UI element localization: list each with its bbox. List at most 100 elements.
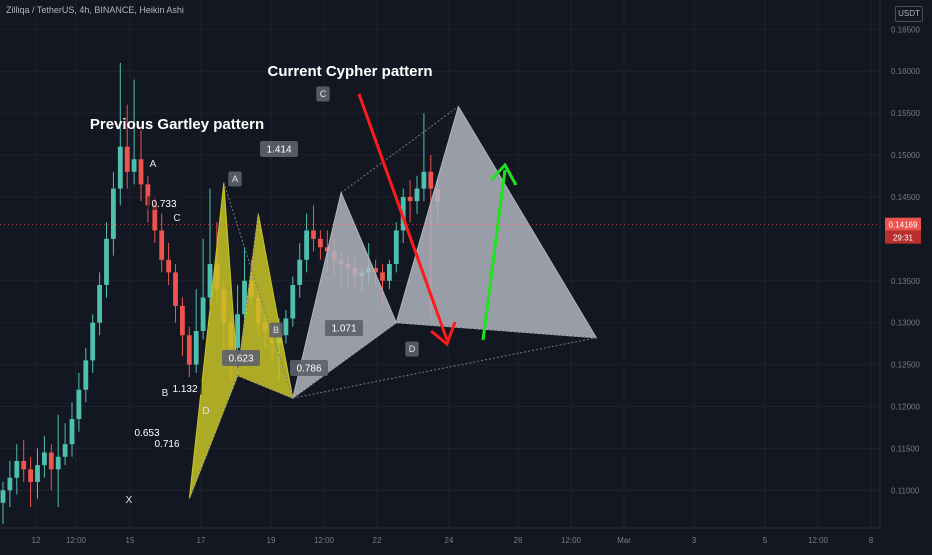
last-price-text: 0.14169 [889, 221, 918, 230]
time-tick-label: Mar [617, 536, 631, 545]
candle-body [55, 456, 61, 470]
candle-body [207, 264, 213, 298]
time-tick-label: 12:00 [314, 536, 335, 545]
candle-body [97, 284, 102, 323]
candle-body [48, 452, 54, 470]
cypher-title: Current Cypher pattern [267, 63, 432, 80]
price-tick-label: 0.11000 [891, 486, 920, 495]
candle-body [283, 318, 289, 336]
candle-body [297, 259, 303, 285]
candle-body [407, 196, 413, 202]
cypher-point-C: C [316, 86, 330, 102]
candle-body [28, 469, 33, 482]
time-axis: 12 12:00 15 17 19 12:00 22 24 26 12:00 Mar 3 5 12:00 8 [0, 527, 880, 545]
candle-body [35, 465, 40, 482]
price-tick-label: 0.14500 [891, 193, 920, 202]
candle-body [311, 230, 316, 239]
cypher-ratio-label: 0.623 [222, 350, 260, 366]
pattern-triangle-bcd [395, 105, 598, 339]
time-tick-label: 12:00 [808, 536, 829, 545]
ratio-line [396, 322, 597, 339]
sell-arrow-head [430, 321, 457, 347]
price-tick-label: 0.12500 [891, 361, 920, 370]
ratio-text: 1.132 [172, 384, 197, 395]
candle-body [21, 460, 27, 470]
currency-button[interactable]: USDT [895, 6, 923, 22]
ratio-box [130, 425, 164, 439]
pattern-triangle-xab [188, 182, 239, 499]
ratio-line [292, 337, 597, 399]
candle-body [166, 259, 171, 273]
ratio-line [237, 375, 293, 399]
cypher-ratio-label-text: 1.071 [331, 324, 356, 335]
ratio-text: 0.653 [134, 428, 159, 439]
candle-body [0, 490, 6, 503]
candle-body [138, 159, 144, 185]
candle-body [421, 171, 427, 189]
candle-body [7, 477, 13, 491]
cypher-ratio-label-box [260, 141, 298, 157]
gartley-pattern [188, 182, 294, 499]
candle-body [152, 205, 158, 231]
time-tick-label: 5 [763, 536, 768, 545]
candle-body [318, 238, 323, 248]
candle-body [90, 322, 96, 361]
candle-body [124, 146, 130, 172]
cypher-point-C-box [316, 86, 330, 102]
cypher-ratio-label-text: 0.786 [296, 364, 321, 375]
gartley-title: Previous Gartley pattern [90, 116, 264, 133]
candle-body [200, 297, 206, 332]
price-tick-label: 0.13500 [891, 277, 920, 286]
cypher-ratio-label: 1.071 [325, 320, 363, 336]
candle-body [393, 230, 399, 264]
candle-body [42, 452, 47, 466]
time-tick-label: 3 [692, 536, 697, 545]
gartley-ratio-label: 1.132 [168, 381, 202, 395]
gartley-point-A: A [150, 159, 157, 170]
gartley-ratio-label: 0.716 [150, 436, 184, 450]
buy-arrow-head [489, 162, 518, 186]
cypher-point-B-box [269, 322, 283, 338]
time-tick-label: 8 [869, 536, 874, 545]
gartley-point-D: D [202, 406, 209, 417]
candle-body [173, 272, 178, 306]
price-tick-label: 0.16500 [891, 25, 920, 34]
ratio-line [292, 322, 397, 399]
symbol-header: Zilliqa / TetherUS, 4h, BINANCE, Heikin … [6, 5, 184, 15]
cypher-ratio-label-text: 0.623 [228, 354, 253, 365]
price-tick-label: 0.15500 [891, 109, 920, 118]
gartley-point-X: X [126, 495, 133, 506]
candle-body [290, 284, 296, 319]
time-tick-label: 12:00 [66, 536, 87, 545]
cypher-point-D-box [405, 341, 419, 357]
last-price-box [885, 217, 921, 231]
arrows-layer [357, 93, 518, 347]
time-tick-label: 24 [445, 536, 454, 545]
time-tick-label: 12 [32, 536, 41, 545]
cypher-point-D-text: D [409, 344, 416, 354]
cypher-point-B-text: B [273, 325, 279, 335]
cypher-ratio-label: 1.414 [260, 141, 298, 157]
gartley-point-C: C [173, 213, 180, 224]
candle-body [159, 230, 165, 260]
candle-body [180, 305, 185, 336]
cypher-point-A-box [228, 171, 242, 187]
ratio-box [168, 381, 202, 395]
ratio-line [340, 106, 459, 194]
last-price-tag: 0.14169 29:31 [885, 217, 921, 244]
gartley-ratio-label: 0.653 [130, 425, 164, 439]
cypher-ratio-label-box [290, 360, 328, 376]
candle-body [193, 331, 199, 365]
candle-body [235, 314, 240, 348]
price-axis: 0.16500 0.16000 0.15500 0.15000 0.14500 0.135… [0, 0, 921, 528]
candle-body [304, 230, 309, 260]
candle-body [387, 264, 392, 281]
time-tick-label: 12:00 [561, 536, 582, 545]
ratio-line [223, 182, 294, 399]
price-tick-label: 0.13000 [891, 319, 920, 328]
gartley-point-B: B [162, 388, 169, 399]
buy-arrow-line [481, 169, 507, 341]
